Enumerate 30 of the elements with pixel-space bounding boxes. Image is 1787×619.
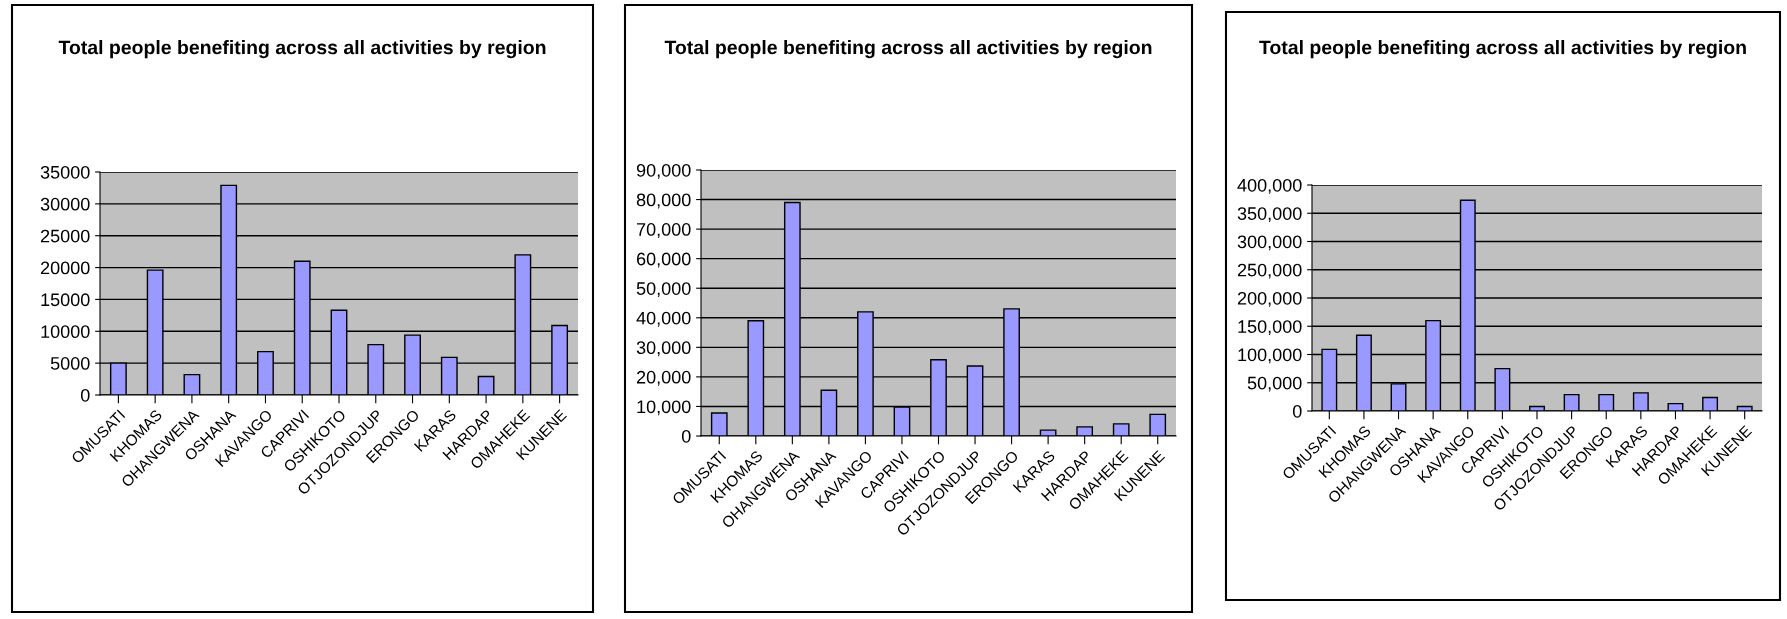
y-tick-label: 300,000 — [1237, 235, 1302, 251]
y-tick-label: 15000 — [41, 293, 90, 307]
chart-title: Total people benefiting across all activities by region — [1259, 40, 1746, 59]
y-tick-label: 200,000 — [1237, 291, 1302, 307]
y-tick-label: 35000 — [40, 165, 90, 179]
y-tick-label: 5000 — [50, 357, 90, 370]
y-tick-label: 50,000 — [636, 282, 691, 298]
y-tick-label: 0 — [1292, 404, 1302, 418]
chart-title: Total people benefiting across all activities by region — [58, 40, 546, 59]
y-tick-label: 70,000 — [636, 223, 691, 238]
y-tick-label: 40,000 — [636, 311, 691, 327]
y-tick-label: 0 — [681, 429, 691, 443]
y-tick-label: 20,000 — [636, 370, 691, 386]
y-tick-label: 60,000 — [636, 252, 691, 268]
chart-title: Total people benefiting across all activities by region — [664, 40, 1152, 59]
y-tick-label: 100,000 — [1238, 348, 1302, 364]
y-tick-label: 30000 — [40, 197, 90, 211]
y-tick-label: 0 — [80, 388, 90, 402]
y-tick-label: 400,000 — [1237, 178, 1302, 194]
y-tick-label: 150,000 — [1238, 320, 1302, 336]
y-tick-label: 90,000 — [636, 163, 691, 179]
y-tick-label: 50,000 — [1247, 376, 1302, 392]
y-tick-label: 10,000 — [637, 400, 691, 416]
y-tick-label: 250,000 — [1237, 263, 1302, 279]
y-tick-label: 80,000 — [636, 193, 691, 209]
y-tick-label: 25000 — [40, 229, 90, 243]
y-tick-label: 20000 — [40, 261, 90, 275]
y-tick-label: 10000 — [41, 325, 90, 339]
y-tick-label: 350,000 — [1237, 207, 1302, 223]
y-tick-label: 30,000 — [636, 341, 691, 357]
